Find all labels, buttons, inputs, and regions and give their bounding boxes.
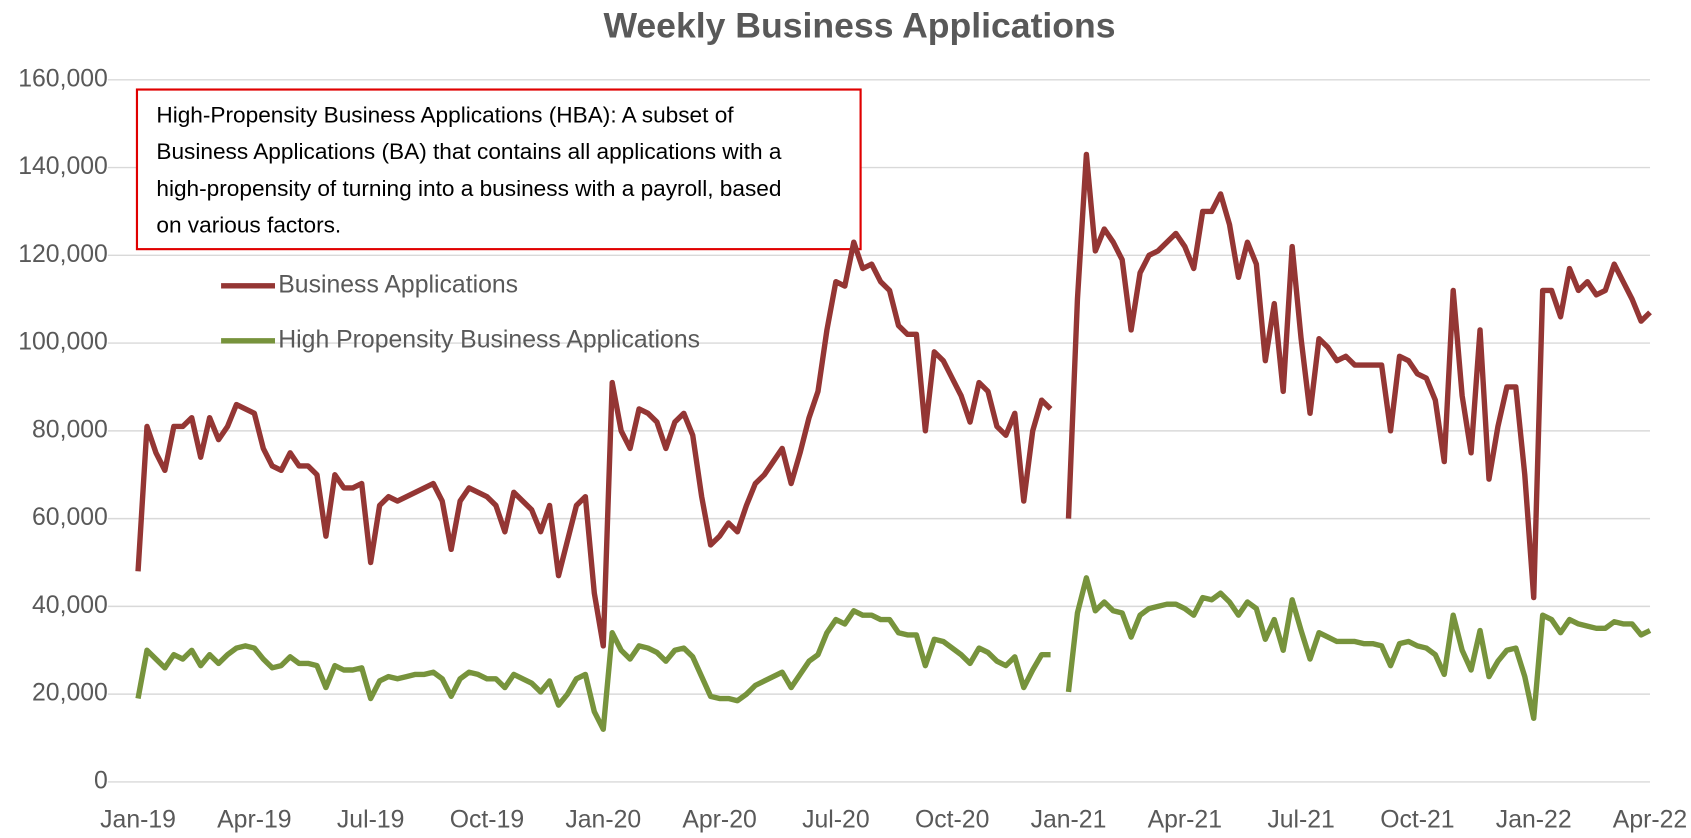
y-tick-label: 20,000	[32, 680, 108, 707]
annotation-text: high-propensity of turning into a busine…	[156, 176, 781, 201]
annotation-text: Business Applications (BA) that contains…	[156, 139, 781, 164]
x-tick-label: Jul-19	[337, 806, 405, 833]
legend-label: High Propensity Business Applications	[278, 326, 700, 353]
x-tick-label: Apr-22	[1613, 806, 1687, 833]
x-tick-label: Jul-20	[802, 806, 870, 833]
x-tick-label: Apr-21	[1148, 806, 1222, 833]
y-tick-label: 40,000	[32, 592, 108, 619]
annotation-text: High-Propensity Business Applications (H…	[156, 102, 734, 127]
y-tick-label: 100,000	[18, 329, 108, 356]
annotation-box	[135, 88, 862, 251]
y-tick-label: 120,000	[18, 241, 108, 268]
x-tick-label: Oct-21	[1380, 806, 1454, 833]
x-tick-label: Jan-19	[100, 806, 176, 833]
x-tick-label: Oct-20	[915, 806, 989, 833]
y-tick-label: 140,000	[18, 153, 108, 180]
series-line	[135, 575, 1652, 732]
x-tick-label: Jan-22	[1496, 806, 1572, 833]
x-tick-label: Apr-19	[217, 806, 291, 833]
x-tick-label: Jan-20	[565, 806, 641, 833]
y-tick-label: 160,000	[18, 65, 108, 92]
x-tick-label: Oct-19	[450, 806, 524, 833]
series-line	[135, 151, 1652, 649]
x-tick-label: Jul-21	[1267, 806, 1335, 833]
legend-label: Business Applications	[278, 271, 518, 298]
x-tick-label: Apr-20	[682, 806, 756, 833]
chart-title: Weekly Business Applications	[603, 5, 1115, 45]
y-tick-label: 80,000	[32, 416, 108, 443]
y-tick-label: 60,000	[32, 504, 108, 531]
annotation-text: on various factors.	[156, 212, 341, 237]
y-tick-label: 0	[94, 767, 108, 794]
x-tick-label: Jan-21	[1031, 806, 1107, 833]
